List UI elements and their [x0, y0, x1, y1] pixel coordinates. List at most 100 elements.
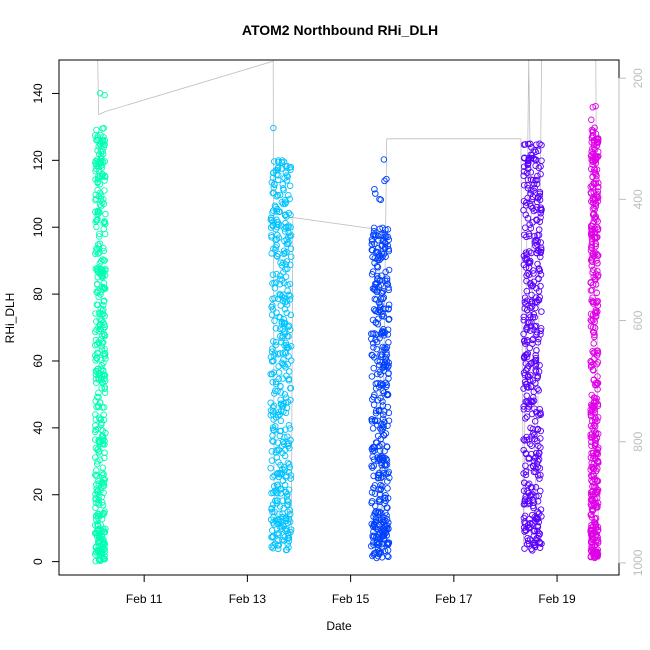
data-point: [269, 544, 277, 552]
x-tick-label: Feb 17: [435, 592, 473, 606]
data-point: [368, 489, 376, 496]
data-point: [278, 159, 286, 166]
data-point: [94, 281, 101, 288]
data-point: [368, 416, 376, 423]
data-point: [93, 126, 100, 134]
data-point: [371, 482, 379, 489]
data-point: [374, 454, 381, 461]
data-point: [370, 364, 377, 372]
data-point: [269, 501, 277, 508]
data-point: [521, 340, 529, 347]
data-point: [101, 257, 108, 264]
data-point: [285, 191, 292, 199]
data-point: [98, 515, 106, 523]
data-point: [590, 136, 598, 144]
data-point: [270, 483, 278, 490]
data-point: [589, 132, 597, 140]
data-point: [373, 288, 381, 296]
data-point: [591, 152, 599, 160]
data-point: [284, 497, 291, 504]
data-point: [377, 425, 384, 432]
data-point: [269, 295, 276, 303]
data-point: [525, 248, 533, 255]
data-point: [380, 156, 388, 163]
data-point: [372, 508, 379, 516]
data-point: [276, 191, 284, 199]
data-point: [273, 380, 280, 388]
data-point: [592, 306, 600, 314]
data-point: [371, 286, 379, 294]
data-point: [373, 296, 380, 303]
data-point: [523, 233, 530, 241]
data-point: [534, 172, 541, 180]
data-point: [379, 387, 387, 394]
right-tick-label: 200: [631, 68, 645, 88]
data-point: [283, 236, 290, 243]
data-point: [587, 472, 595, 479]
data-point: [269, 534, 276, 541]
data-point: [101, 345, 108, 353]
data-point: [98, 158, 105, 165]
data-point: [269, 345, 276, 352]
data-point: [377, 301, 384, 308]
data-point: [533, 203, 541, 211]
data-point: [385, 266, 393, 274]
data-point: [285, 534, 293, 542]
data-point: [269, 437, 276, 445]
data-point: [588, 510, 595, 518]
data-point: [595, 179, 602, 187]
data-point: [385, 409, 393, 417]
data-point: [382, 268, 389, 276]
data-point: [383, 457, 391, 464]
data-point: [534, 508, 541, 516]
data-point: [523, 351, 530, 358]
data-point: [532, 304, 539, 312]
data-point: [527, 224, 535, 232]
data-point: [530, 539, 537, 547]
data-point: [287, 357, 295, 364]
data-point: [378, 250, 386, 257]
data-point: [271, 387, 279, 395]
data-point: [525, 140, 532, 148]
data-point: [385, 286, 393, 294]
data-point: [529, 340, 536, 347]
data-point: [282, 489, 290, 496]
data-point: [534, 260, 541, 268]
data-point: [383, 277, 391, 284]
data-point: [278, 198, 286, 206]
data-point: [269, 174, 277, 181]
data-point: [377, 485, 385, 492]
data-point: [591, 419, 599, 426]
data-point: [99, 339, 107, 346]
data-point: [374, 471, 382, 479]
data-point: [99, 432, 106, 439]
data-point: [521, 337, 528, 344]
data-point: [279, 200, 287, 208]
data-point: [537, 435, 544, 442]
data-point: [529, 398, 536, 406]
data-point: [525, 480, 533, 488]
data-point: [268, 179, 276, 186]
data-point: [371, 549, 379, 557]
data-point: [383, 280, 391, 288]
data-point: [589, 173, 596, 181]
data-point: [285, 322, 293, 330]
data-point: [385, 375, 392, 382]
data-point: [591, 146, 599, 153]
data-point: [530, 335, 537, 343]
data-point: [520, 330, 527, 338]
data-point: [532, 368, 540, 376]
data-point: [524, 215, 532, 222]
data-point: [378, 290, 385, 297]
data-point: [532, 237, 539, 244]
data-point: [276, 272, 284, 280]
data-point: [594, 430, 602, 438]
data-point: [274, 388, 281, 395]
data-point: [369, 231, 377, 239]
data-point: [273, 270, 280, 278]
data-point: [92, 357, 99, 364]
data-point: [522, 398, 529, 405]
data-point: [95, 287, 102, 295]
data-point: [594, 400, 602, 408]
data-point: [588, 317, 595, 325]
